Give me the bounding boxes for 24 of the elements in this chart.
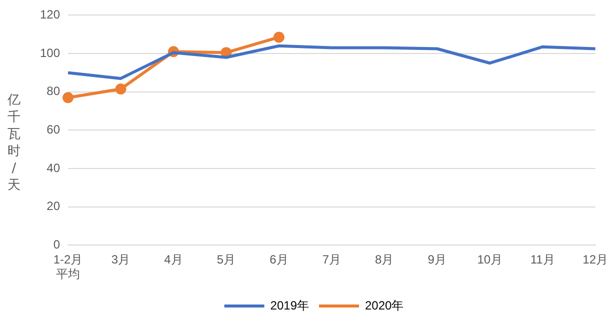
legend-label: 2020年 <box>365 298 404 312</box>
x-tick-label: 10月 <box>477 252 503 267</box>
x-tick-label: 4月 <box>164 252 183 267</box>
y-tick-label: 100 <box>40 46 60 60</box>
x-tick-label: 8月 <box>375 252 394 267</box>
y-tick-label: 60 <box>46 122 60 137</box>
x-tick-label: 3月 <box>111 252 130 267</box>
x-tick-label: 7月 <box>322 252 342 267</box>
legend-label: 2019年 <box>270 298 310 312</box>
y-tick-label: 0 <box>53 238 60 252</box>
y-tick-label: 120 <box>40 8 60 22</box>
y-tick-label: 80 <box>46 84 60 98</box>
y-tick-label: 20 <box>46 199 60 214</box>
y-axis-title: 亿千瓦时/天 <box>6 92 22 194</box>
x-tick-label: 12月 <box>582 252 608 267</box>
x-tick-label: 5月 <box>216 252 236 267</box>
x-tick-label: 9月 <box>428 252 446 267</box>
point <box>62 92 74 104</box>
x-tick-label: 11月 <box>530 252 555 267</box>
point <box>273 32 284 43</box>
x-tick-label: 6月 <box>270 252 288 267</box>
point <box>115 83 126 94</box>
x-tick-label: 1-2月平均 <box>53 252 83 282</box>
y-tick-label: 40 <box>46 160 60 175</box>
